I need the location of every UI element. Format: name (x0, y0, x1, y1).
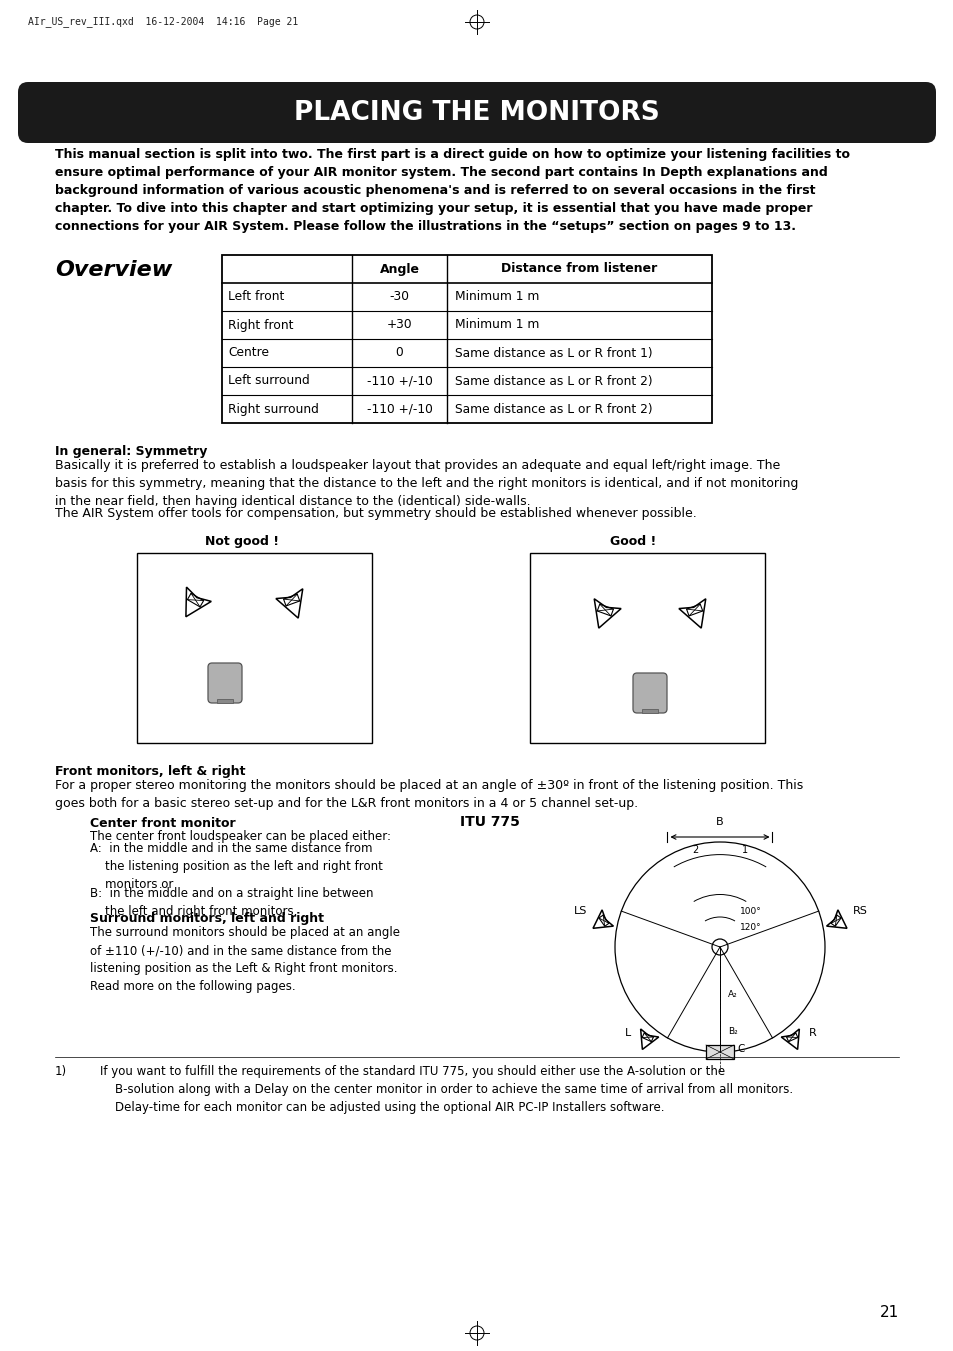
Text: +30: +30 (386, 319, 412, 331)
Text: Good !: Good ! (609, 535, 656, 549)
FancyBboxPatch shape (633, 673, 666, 713)
Text: The center front loudspeaker can be placed either:: The center front loudspeaker can be plac… (90, 830, 391, 843)
Text: Left front: Left front (228, 290, 284, 304)
Bar (222, 255, 711, 423)
Text: Same distance as L or R front 2): Same distance as L or R front 2) (455, 403, 652, 416)
Text: Front monitors, left & right: Front monitors, left & right (55, 765, 245, 778)
Text: B: B (716, 817, 723, 827)
Text: The surround monitors should be placed at an angle
of ±110 (+/-10) and in the sa: The surround monitors should be placed a… (90, 925, 399, 993)
Bar (641, 709, 658, 713)
Text: A:  in the middle and in the same distance from
    the listening position as th: A: in the middle and in the same distanc… (90, 842, 382, 892)
Text: Distance from listener: Distance from listener (501, 262, 657, 276)
Text: L: L (624, 1028, 631, 1038)
Text: Same distance as L or R front 1): Same distance as L or R front 1) (455, 346, 652, 359)
Text: Surround monitors, left and right: Surround monitors, left and right (90, 912, 324, 925)
Text: B:  in the middle and on a straight line between
    the left and right front mo: B: in the middle and on a straight line … (90, 888, 374, 917)
Bar (530, 553, 764, 743)
FancyBboxPatch shape (705, 1046, 733, 1059)
Text: Basically it is preferred to establish a loudspeaker layout that provides an ade: Basically it is preferred to establish a… (55, 459, 798, 508)
Text: If you want to fulfill the requirements of the standard ITU 775, you should eith: If you want to fulfill the requirements … (100, 1065, 792, 1115)
Text: Not good !: Not good ! (205, 535, 278, 549)
Text: -110 +/-10: -110 +/-10 (366, 374, 432, 388)
Text: Same distance as L or R front 2): Same distance as L or R front 2) (455, 374, 652, 388)
Text: -30: -30 (389, 290, 409, 304)
Text: 21: 21 (879, 1305, 898, 1320)
Text: 100°: 100° (740, 908, 760, 916)
Text: 1: 1 (741, 844, 747, 855)
Text: In general: Symmetry: In general: Symmetry (55, 444, 207, 458)
Text: Center front monitor: Center front monitor (90, 817, 235, 830)
Text: A₂: A₂ (727, 990, 737, 998)
Text: 0: 0 (395, 346, 403, 359)
Text: Right front: Right front (228, 319, 294, 331)
Text: The AIR System offer tools for compensation, but symmetry should be established : The AIR System offer tools for compensat… (55, 507, 696, 520)
Text: Left surround: Left surround (228, 374, 310, 388)
Text: PLACING THE MONITORS: PLACING THE MONITORS (294, 100, 659, 126)
Text: For a proper stereo monitoring the monitors should be placed at an angle of ±30º: For a proper stereo monitoring the monit… (55, 780, 802, 811)
Text: B₂: B₂ (727, 1027, 737, 1036)
Bar (137, 553, 372, 743)
Text: 1): 1) (55, 1065, 67, 1078)
Text: Overview: Overview (55, 259, 172, 280)
Bar (217, 698, 233, 703)
Text: Centre: Centre (228, 346, 269, 359)
Text: C: C (737, 1044, 743, 1054)
Text: Angle: Angle (379, 262, 419, 276)
Text: 120°: 120° (740, 923, 760, 931)
Text: Right surround: Right surround (228, 403, 318, 416)
Text: LS: LS (573, 907, 586, 916)
Text: This manual section is split into two. The first part is a direct guide on how t: This manual section is split into two. T… (55, 149, 849, 232)
FancyBboxPatch shape (18, 82, 935, 143)
Text: 2: 2 (691, 844, 698, 855)
Text: -110 +/-10: -110 +/-10 (366, 403, 432, 416)
Text: Minimum 1 m: Minimum 1 m (455, 290, 538, 304)
Text: AIr_US_rev_III.qxd  16-12-2004  14:16  Page 21: AIr_US_rev_III.qxd 16-12-2004 14:16 Page… (28, 16, 298, 27)
Text: R: R (807, 1028, 816, 1038)
FancyBboxPatch shape (208, 663, 242, 703)
Text: ITU 775: ITU 775 (459, 815, 519, 830)
Text: RS: RS (852, 907, 867, 916)
Text: Minimum 1 m: Minimum 1 m (455, 319, 538, 331)
